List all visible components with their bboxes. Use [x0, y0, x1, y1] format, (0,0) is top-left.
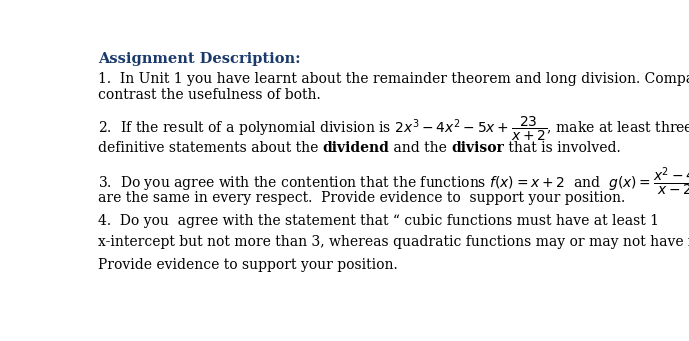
Text: contrast the usefulness of both.: contrast the usefulness of both.: [98, 88, 320, 102]
Text: x-intercept but not more than 3, whereas quadratic functions may or may not have: x-intercept but not more than 3, whereas…: [98, 235, 689, 249]
Text: divisor: divisor: [452, 141, 504, 155]
Text: definitive statements about the: definitive statements about the: [98, 141, 322, 155]
Text: dividend: dividend: [322, 141, 389, 155]
Text: 4.  Do you  agree with the statement that “ cubic functions must have at least 1: 4. Do you agree with the statement that …: [98, 214, 659, 228]
Text: 1.  In Unit 1 you have learnt about the remainder theorem and long division. Com: 1. In Unit 1 you have learnt about the r…: [98, 72, 689, 86]
Text: 2.  If the result of a polynomial division is $2x^3 - 4x^2 - 5x + \dfrac{23}{x+2: 2. If the result of a polynomial divisio…: [98, 115, 689, 143]
Text: Provide evidence to support your position.: Provide evidence to support your positio…: [98, 258, 398, 272]
Text: and the: and the: [389, 141, 452, 155]
Text: Assignment Description:: Assignment Description:: [98, 52, 300, 66]
Text: that is involved.: that is involved.: [504, 141, 621, 155]
Text: 3.  Do you agree with the contention that the functions $f(x) = x + 2$  and  $g(: 3. Do you agree with the contention that…: [98, 165, 689, 198]
Text: are the same in every respect.  Provide evidence to  support your position.: are the same in every respect. Provide e…: [98, 191, 625, 205]
